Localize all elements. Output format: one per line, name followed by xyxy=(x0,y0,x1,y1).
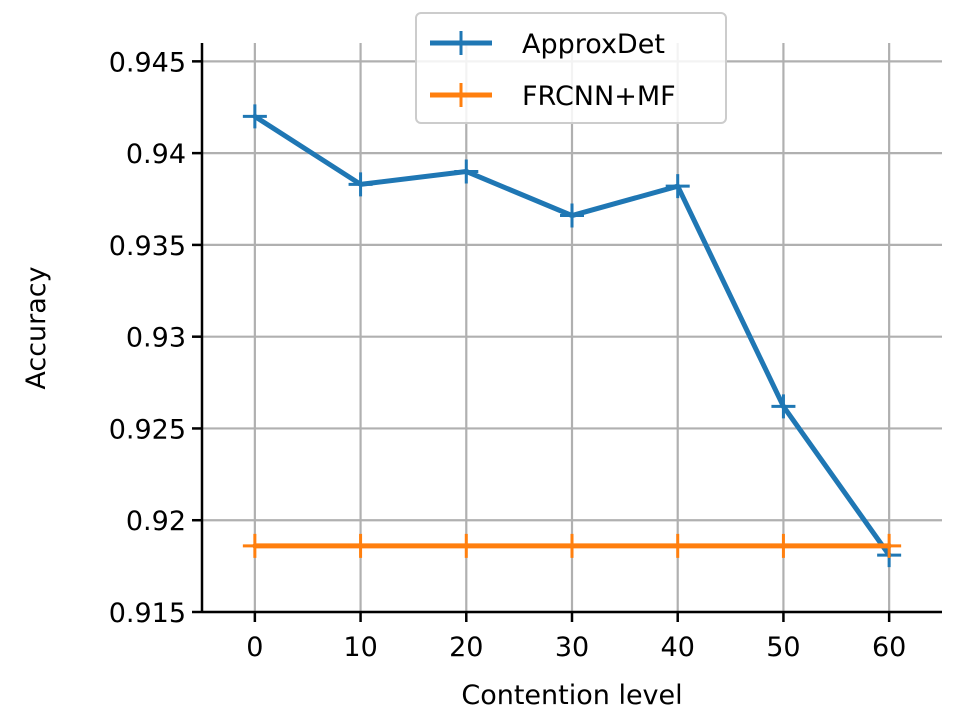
x-tick-label: 20 xyxy=(449,632,483,663)
x-tick-label: 10 xyxy=(343,632,377,663)
x-tick-label: 0 xyxy=(246,632,263,663)
series-approxdet xyxy=(242,104,902,568)
data-point-marker xyxy=(348,533,373,558)
legend-label: ApproxDet xyxy=(522,29,665,60)
y-tick-label: 0.925 xyxy=(109,414,186,445)
legend-swatch-marker xyxy=(449,83,473,107)
data-point-marker xyxy=(560,203,584,228)
data-point-marker xyxy=(242,533,267,558)
y-tick-label: 0.915 xyxy=(109,598,186,629)
y-tick-label: 0.94 xyxy=(126,139,186,170)
data-point-marker xyxy=(454,159,479,184)
data-point-marker xyxy=(771,533,796,558)
x-tick-label: 50 xyxy=(766,632,800,663)
grid xyxy=(202,43,942,614)
data-point-marker xyxy=(665,533,690,558)
y-tick-label: 0.92 xyxy=(126,506,186,537)
legend-label: FRCNN+MF xyxy=(522,81,676,112)
x-tick-label: 60 xyxy=(872,632,906,663)
x-tick-label: 40 xyxy=(661,632,695,663)
x-tick-label: 30 xyxy=(555,632,589,663)
y-tick-label: 0.93 xyxy=(126,323,186,354)
y-tick-label: 0.945 xyxy=(109,47,186,78)
legend-swatch-marker xyxy=(449,31,473,55)
legend: ApproxDet FRCNN+MF xyxy=(415,12,727,124)
legend-item: ApproxDet xyxy=(430,29,665,60)
legend-item: FRCNN+MF xyxy=(430,81,676,112)
data-point-marker xyxy=(877,533,902,558)
data-point-marker xyxy=(242,104,267,129)
series-frcnn-mf xyxy=(242,533,902,558)
legend-frame xyxy=(415,12,727,124)
data-point-marker xyxy=(560,533,584,558)
data-point-marker xyxy=(348,172,373,197)
series-layer xyxy=(242,104,902,568)
data-point-marker xyxy=(454,533,479,558)
ticks: 0 10 20 30 40 50 60 0.915 0.92 0.925 0.93 0.935 0.94… xyxy=(109,47,907,663)
data-point-marker xyxy=(771,394,796,419)
data-point-marker xyxy=(665,174,690,199)
y-axis-label: Accuracy xyxy=(21,266,52,389)
y-tick-label: 0.935 xyxy=(109,231,186,262)
x-axis-label: Contention level xyxy=(461,680,682,711)
